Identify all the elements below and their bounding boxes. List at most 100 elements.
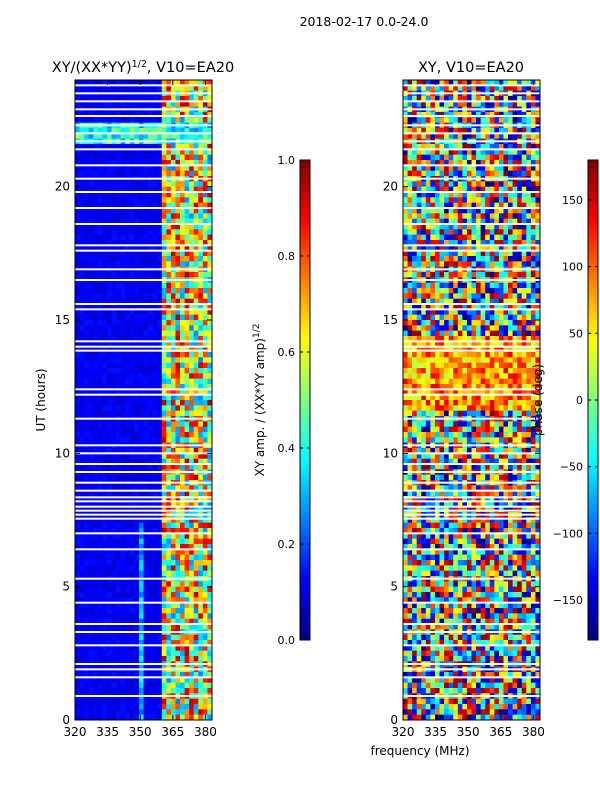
flag-gap [403,510,540,512]
x-tick-label: 365 [161,725,184,739]
colorbar-tick-label: 0.2 [278,538,296,551]
amp-colorbar-gradient [300,160,310,640]
colorbar-tick-label: 150 [562,194,583,207]
y-tick-label: 20 [55,180,70,194]
flag-gap [403,124,540,126]
x-tick-label: 380 [522,725,545,739]
colorbar-tick-label: 0.0 [278,634,296,647]
flag-gap [75,490,212,492]
flag-gap [403,518,540,520]
amp-colorbar-label-sup: 1/2 [252,324,262,338]
flag-gap [75,279,212,281]
flag-gap [403,191,540,193]
flag-gap [75,244,212,246]
x-tick-label: 350 [129,725,152,739]
flag-gap [75,631,212,633]
y-tick-label: 5 [62,580,70,594]
flag-gap [75,602,212,604]
flag-gap [75,84,212,86]
flag-gap [75,191,212,193]
flag-gap [75,108,212,110]
y-tick-label: 10 [55,446,70,460]
phase-panel-title: XY, V10=EA20 [418,60,524,76]
flag-gap [403,663,540,665]
flag-gap [75,303,212,305]
colorbar-tick-label: −50 [560,461,583,474]
flag-gap [75,444,212,446]
colorbar-tick-label: 0.6 [278,346,296,359]
flag-gap [75,340,212,342]
flag-gap [403,92,540,94]
flag-gap [403,452,540,454]
y-tick-label: 15 [55,313,70,327]
colorbar-tick-label: 100 [562,261,583,274]
flag-gap [75,346,212,348]
flag-gap [403,548,540,550]
amp-panel-title: XY/(XX*YY)1/2, V10=EA20 [52,59,234,76]
flag-gap [403,500,540,502]
colorbar-tick-label: −150 [553,594,583,607]
flag-gap [75,510,212,512]
x-tick-label: 335 [96,725,119,739]
flag-gap [403,676,540,678]
flag-gap [403,506,540,508]
flag-gap [403,463,540,465]
flag-gap [403,100,540,102]
flag-gap [403,303,540,305]
x-tick-label: 320 [392,725,415,739]
flag-gap [403,279,540,281]
flag-gap [403,532,540,534]
flag-gap [75,623,212,625]
amp-title-main: XY/(XX*YY) [52,60,132,76]
colorbar-tick-label: 0.4 [278,442,296,455]
flag-gap [403,115,540,117]
colorbar-tick-label: 50 [569,327,583,340]
y-tick-label: 15 [383,313,398,327]
flag-gap [403,668,540,670]
flag-gap [75,115,212,117]
colorbar-tick-label: 0.8 [278,250,296,263]
flag-gap [75,250,212,252]
flag-gap [403,84,540,86]
flag-gap [75,496,212,498]
phase-colorbar-label: phase (deg) [531,364,545,436]
flag-gap [403,346,540,348]
flag-gap [403,514,540,516]
amp-y-axis-label: UT (hours) [34,368,48,431]
colorbar-tick-label: 1.0 [278,154,296,167]
flag-gap [75,140,212,142]
flag-gap [75,578,212,580]
flag-gap [403,695,540,697]
flag-gap [403,268,540,270]
flag-gap [75,676,212,678]
flag-gap [75,644,212,646]
flag-gap [403,578,540,580]
flag-gap [75,164,212,166]
flag-gap [75,388,212,390]
flag-gap [403,132,540,134]
flag-gap [75,92,212,94]
flag-gap [75,514,212,516]
flag-gap [75,463,212,465]
flag-gap [75,308,212,310]
flag-gap [75,548,212,550]
flag-gap [403,148,540,150]
flag-gap [403,623,540,625]
flag-gap [403,444,540,446]
flag-gap [403,140,540,142]
amp-title-sup: 1/2 [132,59,147,70]
y-tick-label: 20 [383,180,398,194]
x-tick-label: 365 [489,725,512,739]
flag-gap [403,644,540,646]
colorbar-tick-label: 0 [576,394,583,407]
x-tick-label: 335 [424,725,447,739]
flag-gap [403,178,540,180]
flag-gap [75,268,212,270]
flag-gap [403,602,540,604]
flag-gap [403,418,540,420]
flag-gap [75,350,212,352]
